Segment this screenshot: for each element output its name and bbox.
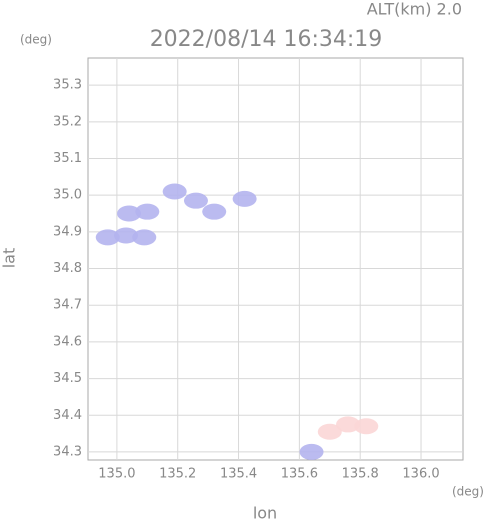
plot-frame <box>87 57 464 461</box>
y-tick-label: 34.8 <box>53 261 82 276</box>
y-tick-label: 34.7 <box>53 298 82 313</box>
x-unit: (deg) <box>452 485 484 499</box>
echo-point <box>162 183 187 200</box>
x-tick-label: 136.0 <box>402 467 439 482</box>
chart-subtitle: ALT(km) 2.0 <box>367 0 462 19</box>
y-tick-label: 35.3 <box>53 78 82 93</box>
echo-point <box>132 229 157 246</box>
y-axis-label: lat <box>0 248 19 269</box>
echo-point <box>202 203 227 220</box>
x-axis-label: lon <box>253 504 277 521</box>
y-tick-label: 34.5 <box>53 371 82 386</box>
echo-point <box>114 227 139 244</box>
y-tick-label: 35.2 <box>53 114 82 129</box>
x-tick-label: 135.8 <box>342 467 379 482</box>
y-tick-label: 35.1 <box>53 151 82 166</box>
x-tick-label: 135.2 <box>159 467 196 482</box>
echo-point <box>336 416 361 433</box>
y-tick-label: 34.9 <box>53 224 82 239</box>
echo-point <box>117 205 142 222</box>
y-tick-label: 34.4 <box>53 408 82 423</box>
y-tick-label: 34.6 <box>53 334 82 349</box>
echo-point <box>354 418 379 435</box>
echo-point <box>95 229 120 246</box>
x-tick-label: 135.0 <box>98 467 135 482</box>
y-tick-label: 34.3 <box>53 444 82 459</box>
chart-title: 2022/08/14 16:34:19 <box>150 27 383 52</box>
echo-point <box>183 192 208 209</box>
echo-point <box>232 190 257 207</box>
echo-point <box>135 203 160 220</box>
x-tick-label: 135.4 <box>220 467 257 482</box>
x-tick-label: 135.6 <box>281 467 318 482</box>
echo-point <box>299 443 324 460</box>
y-tick-label: 35.0 <box>53 188 82 203</box>
echo-point <box>317 423 342 440</box>
y-unit: (deg) <box>20 33 52 47</box>
